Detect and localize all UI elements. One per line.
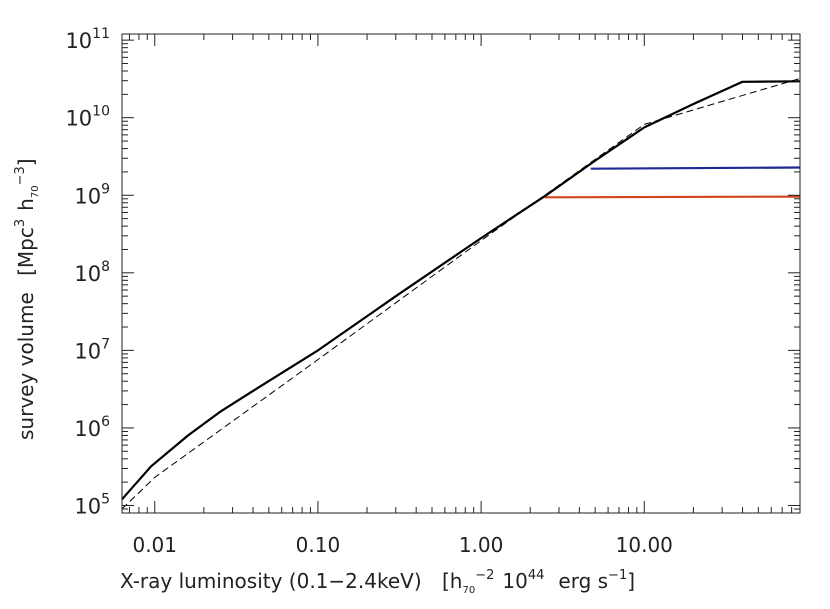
x-axis-title: X-ray luminosity (0.1−2.4keV) [h70−2 1044… — [120, 568, 635, 596]
y-tick-label-exp: 7 — [101, 336, 110, 352]
x-axis-unit-close-bracket: ] — [627, 569, 635, 593]
series-line-1 — [544, 195, 801, 199]
y-axis-unit-close-bracket: ] — [14, 158, 38, 166]
y-axis-unit-h-sub: 70 — [30, 185, 41, 198]
series-line-3 — [121, 80, 801, 501]
x-axis-unit-h-exp: −2 — [475, 568, 494, 583]
y-tick-label-exp: 9 — [101, 181, 110, 197]
x-axis-unit-erg: erg s — [558, 569, 608, 593]
y-tick-label: 107 — [74, 336, 110, 363]
series-layer — [121, 78, 801, 510]
y-tick-label: 109 — [74, 181, 110, 208]
y-tick-label-exp: 10 — [92, 104, 110, 120]
x-axis-unit-open-bracket: [ — [442, 569, 450, 593]
y-tick-label-exp: 8 — [101, 259, 110, 275]
y-tick-label-base: 10 — [74, 417, 101, 441]
y-tick-label-base: 10 — [65, 107, 92, 131]
plot-frame — [121, 33, 801, 514]
x-tick-label: 0.01 — [132, 533, 177, 557]
y-tick-label: 1011 — [65, 26, 110, 53]
y-tick-label: 105 — [74, 491, 110, 518]
x-axis-unit-h: h — [450, 569, 463, 593]
y-axis-title-main: survey volume — [14, 292, 38, 440]
x-axis-unit-erg-exp: −1 — [608, 568, 627, 583]
y-axis-unit-h: h — [14, 198, 38, 211]
x-tick-label: 10.00 — [616, 533, 673, 557]
y-tick-label: 106 — [74, 414, 110, 441]
series-line-2 — [590, 166, 801, 170]
tick-layer — [122, 34, 801, 514]
y-axis-unit-open-bracket: [ — [14, 268, 38, 276]
y-axis-title: survey volume [Mpc3 h70−3] — [13, 158, 41, 440]
y-tick-label-base: 10 — [65, 29, 92, 53]
y-tick-label-base: 10 — [74, 494, 101, 518]
y-tick-label-exp: 6 — [101, 414, 110, 430]
y-axis-unit-mpc-exp: 3 — [13, 219, 28, 227]
x-axis-unit-h-sub: 70 — [462, 585, 475, 596]
y-axis-unit-mpc: Mpc — [14, 227, 38, 268]
y-tick-label-exp: 5 — [101, 491, 110, 507]
series-line-0 — [121, 78, 801, 510]
x-tick-label: 1.00 — [459, 533, 504, 557]
y-tick-label-base: 10 — [74, 262, 101, 286]
x-axis-unit-ten: 10 — [502, 569, 527, 593]
x-axis-unit-ten-exp: 44 — [528, 568, 545, 583]
y-tick-label-base: 10 — [74, 339, 101, 363]
y-tick-label-exp: 11 — [92, 26, 110, 42]
x-tick-label: 0.10 — [296, 533, 341, 557]
y-tick-label-base: 10 — [74, 184, 101, 208]
y-tick-label: 1010 — [65, 104, 110, 131]
y-tick-label: 108 — [74, 259, 110, 286]
y-axis-unit-h-exp: −3 — [13, 166, 28, 185]
x-axis-title-main: X-ray luminosity (0.1−2.4keV) — [120, 569, 422, 593]
